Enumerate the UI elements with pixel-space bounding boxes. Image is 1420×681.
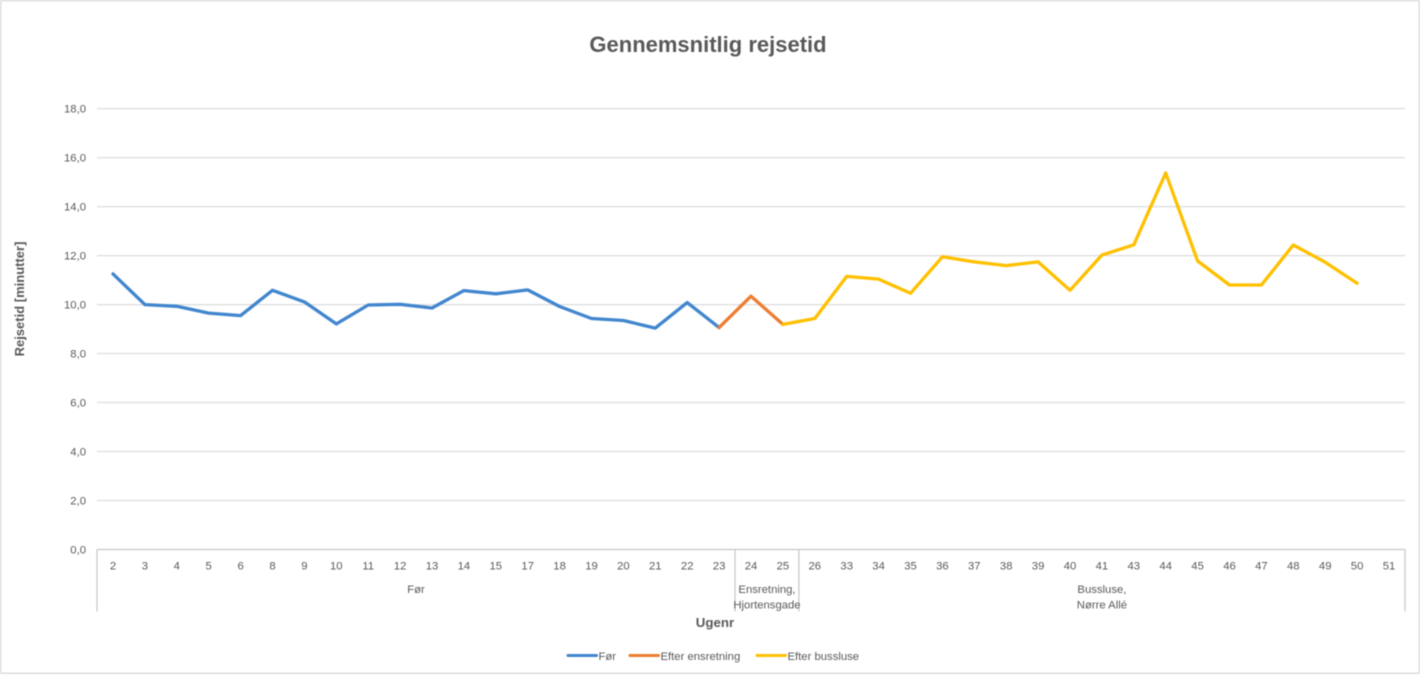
svg-text:33: 33	[840, 561, 853, 573]
svg-text:17: 17	[521, 561, 534, 573]
svg-text:18: 18	[553, 561, 566, 573]
svg-text:Efter ensretning: Efter ensretning	[661, 651, 741, 663]
svg-text:4: 4	[174, 561, 180, 573]
svg-text:35: 35	[904, 561, 917, 573]
svg-text:9: 9	[301, 561, 307, 573]
svg-text:41: 41	[1096, 561, 1109, 573]
svg-text:50: 50	[1351, 561, 1364, 573]
svg-text:14: 14	[458, 561, 471, 573]
svg-text:34: 34	[872, 561, 885, 573]
svg-text:12: 12	[394, 561, 407, 573]
svg-text:19: 19	[585, 561, 598, 573]
svg-text:47: 47	[1255, 561, 1268, 573]
svg-text:24: 24	[745, 561, 758, 573]
svg-text:Efter bussluse: Efter bussluse	[788, 651, 860, 663]
svg-text:Gennemsnitlig rejsetid: Gennemsnitlig rejsetid	[589, 32, 826, 57]
svg-text:20: 20	[617, 561, 630, 573]
svg-text:22: 22	[681, 561, 694, 573]
svg-text:Før: Før	[407, 584, 425, 596]
svg-text:2,0: 2,0	[70, 496, 86, 508]
svg-text:49: 49	[1319, 561, 1332, 573]
svg-text:0,0: 0,0	[70, 545, 86, 557]
svg-text:51: 51	[1383, 561, 1396, 573]
svg-text:8: 8	[269, 561, 275, 573]
svg-text:25: 25	[777, 561, 790, 573]
svg-text:Ensretning,: Ensretning,	[738, 584, 795, 596]
svg-text:21: 21	[649, 561, 662, 573]
svg-text:15: 15	[490, 561, 503, 573]
svg-text:11: 11	[362, 561, 374, 573]
svg-text:10: 10	[330, 561, 343, 573]
svg-text:38: 38	[1000, 561, 1013, 573]
svg-text:3: 3	[142, 561, 148, 573]
svg-text:26: 26	[809, 561, 822, 573]
svg-text:Nørre Allé: Nørre Allé	[1077, 600, 1127, 612]
svg-text:39: 39	[1032, 561, 1045, 573]
svg-text:Hjortensgade: Hjortensgade	[733, 600, 800, 612]
svg-text:16,0: 16,0	[64, 153, 86, 165]
svg-text:6,0: 6,0	[70, 398, 86, 410]
svg-text:Før: Før	[599, 651, 617, 663]
svg-text:8,0: 8,0	[70, 349, 86, 361]
svg-text:46: 46	[1223, 561, 1236, 573]
svg-text:40: 40	[1064, 561, 1077, 573]
svg-text:13: 13	[426, 561, 439, 573]
svg-text:10,0: 10,0	[64, 300, 86, 312]
svg-text:Bussluse,: Bussluse,	[1077, 584, 1126, 596]
svg-text:44: 44	[1159, 561, 1172, 573]
svg-text:36: 36	[936, 561, 949, 573]
svg-text:Rejsetid [minutter]: Rejsetid [minutter]	[12, 242, 27, 357]
svg-text:2: 2	[110, 561, 116, 573]
svg-text:23: 23	[713, 561, 726, 573]
svg-text:18,0: 18,0	[64, 104, 86, 116]
svg-text:14,0: 14,0	[64, 202, 86, 214]
svg-text:6: 6	[237, 561, 243, 573]
svg-text:37: 37	[968, 561, 981, 573]
svg-text:45: 45	[1191, 561, 1204, 573]
svg-text:5: 5	[206, 561, 212, 573]
svg-text:12,0: 12,0	[64, 251, 86, 263]
svg-text:43: 43	[1128, 561, 1141, 573]
svg-text:4,0: 4,0	[70, 447, 86, 459]
svg-text:48: 48	[1287, 561, 1300, 573]
svg-text:Ugenr: Ugenr	[696, 615, 734, 630]
